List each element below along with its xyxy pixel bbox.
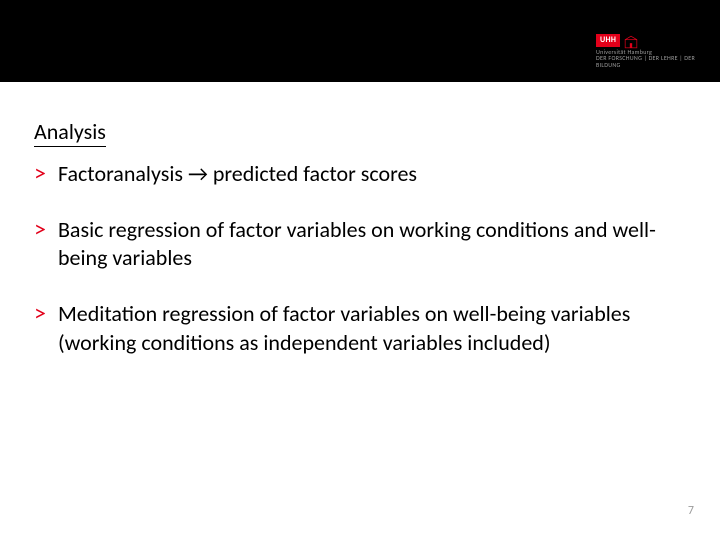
logo-badge: UHH <box>596 34 620 47</box>
bullet-text: Basic regression of factor variables on … <box>58 216 674 272</box>
bullet-list: > Factoranalysis → predicted factor scor… <box>34 160 674 385</box>
bullet-marker: > <box>34 218 46 242</box>
page-number: 7 <box>688 504 694 518</box>
bullet-marker: > <box>34 162 46 186</box>
bullet-text: Meditation regression of factor variable… <box>58 300 674 356</box>
bullet-item: > Factoranalysis → predicted factor scor… <box>34 160 674 188</box>
logo-building-icon <box>624 35 638 49</box>
logo-line2: DER FORSCHUNG | DER LEHRE | DER BILDUNG <box>596 55 706 68</box>
bullet-item: > Meditation regression of factor variab… <box>34 300 674 356</box>
bullet-item: > Basic regression of factor variables o… <box>34 216 674 272</box>
university-logo: UHH Universität Hamburg DER FORSCHUNG | … <box>596 34 706 69</box>
bullet-marker: > <box>34 302 46 326</box>
bullet-text: Factoranalysis → predicted factor scores <box>58 160 417 188</box>
slide-heading: Analysis <box>34 118 106 147</box>
